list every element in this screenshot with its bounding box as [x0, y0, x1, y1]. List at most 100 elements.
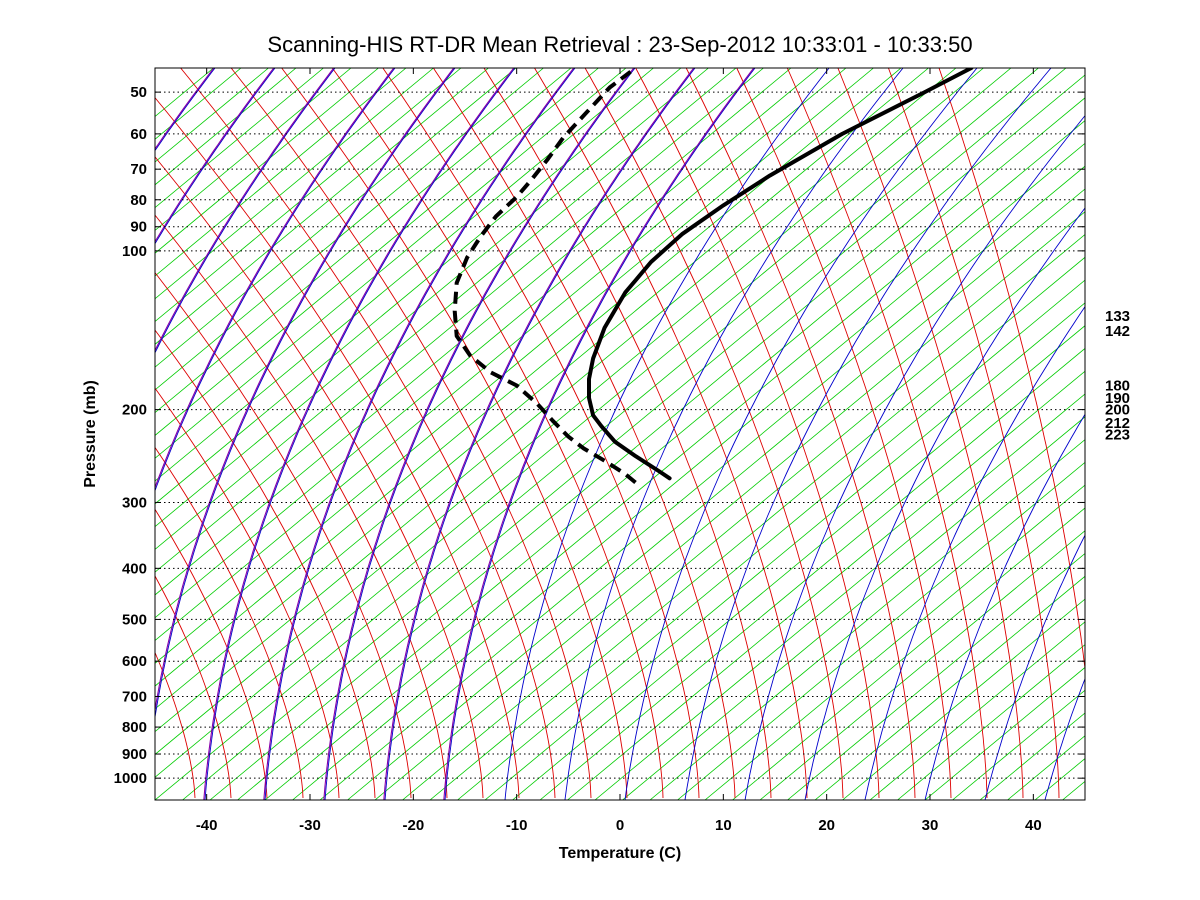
- profile-series: [452, 68, 974, 485]
- adiabat-overlay-line: [323, 68, 635, 800]
- isotherm-line: [155, 68, 847, 642]
- isotherm-lines: [155, 68, 1200, 800]
- y-tick-label: 800: [122, 719, 147, 736]
- isotherm-line: [787, 552, 1085, 800]
- isotherm-line: [155, 68, 324, 209]
- y-tick-label: 50: [130, 84, 147, 101]
- moist-adiabat-line: [584, 68, 844, 799]
- moist-adiabat-line: [331, 68, 664, 799]
- x-tick-label: -20: [402, 817, 424, 834]
- isotherm-line: [869, 621, 1085, 800]
- isotherm-line: [319, 165, 1085, 800]
- moist-adiabat-line: [483, 68, 772, 799]
- dry-adiabat-line: [0, 48, 51, 816]
- adiabat-overlay-line: [383, 68, 695, 800]
- dry-adiabat-line: [155, 68, 336, 354]
- isotherm-line: [182, 68, 1067, 800]
- moist-adiabat-line: [155, 446, 304, 799]
- isotherm-line: [842, 598, 1085, 800]
- isotherm-line: [732, 507, 1085, 800]
- moist-adiabat-lines: [155, 68, 1085, 799]
- isotherm-line: [155, 68, 984, 755]
- moist-adiabat-line: [155, 508, 268, 799]
- isotherm-line: [484, 302, 1085, 800]
- isotherm-line: [649, 439, 1085, 800]
- dry-adiabat-line: [384, 68, 696, 800]
- adiabat-overlay-lines: [155, 68, 755, 800]
- isotherm-line: [155, 68, 434, 300]
- isotherm-line: [155, 68, 599, 436]
- y-tick-label: 1000: [114, 770, 147, 787]
- moist-adiabat-line: [155, 329, 376, 799]
- isotherm-line: [155, 68, 957, 733]
- dry-adiabat-line: [564, 68, 904, 800]
- adiabat-overlay-line: [443, 68, 755, 800]
- x-tick-label: 0: [616, 817, 624, 834]
- dry-adiabat-line: [864, 305, 1085, 800]
- moist-adiabat-line: [155, 97, 520, 799]
- moist-adiabat-line: [685, 68, 916, 799]
- dry-adiabat-line: [204, 68, 516, 800]
- moist-adiabat-line: [533, 68, 808, 799]
- moist-adiabat-line: [736, 68, 952, 799]
- solid-profile-line: [587, 68, 974, 481]
- dry-adiabat-line: [155, 68, 456, 720]
- moist-adiabat-line: [155, 651, 196, 799]
- dry-adiabat-line: [155, 68, 396, 492]
- adiabat-overlay-line: [203, 68, 515, 800]
- isotherm-line: [677, 461, 1085, 800]
- isotherm-line: [594, 393, 1085, 800]
- x-tick-label: 20: [818, 817, 835, 834]
- y-tick-label: 300: [122, 494, 147, 511]
- moist-adiabat-line: [155, 156, 484, 799]
- isotherm-line: [155, 68, 1039, 800]
- moist-adiabat-line: [155, 271, 412, 799]
- dry-adiabat-line: [744, 115, 1085, 800]
- isotherm-line: [237, 97, 1085, 800]
- isotherm-line: [155, 68, 682, 505]
- x-tick-label: -40: [196, 817, 218, 834]
- adiabat-overlay-line: [155, 68, 395, 489]
- isotherm-line: [155, 68, 709, 528]
- y-axis-title: Pressure (mb): [82, 380, 99, 488]
- isotherm-line: [155, 68, 627, 459]
- x-tick-label: -30: [299, 817, 321, 834]
- moist-adiabat-line: [155, 575, 232, 799]
- isotherm-line: [292, 142, 1085, 800]
- x-tick-label: 30: [922, 817, 939, 834]
- isotherm-line: [374, 211, 1085, 800]
- isotherm-line: [1145, 68, 1200, 800]
- isotherm-line: [155, 68, 1012, 778]
- isotherm-line: [155, 68, 379, 254]
- moist-adiabat-line: [635, 68, 880, 799]
- y-tick-label: 80: [130, 192, 147, 209]
- moist-adiabat-line: [837, 68, 1024, 799]
- moist-adiabat-line: [382, 68, 700, 799]
- isotherm-line: [155, 68, 462, 323]
- isotherm-line: [155, 68, 352, 231]
- x-tick-label: 10: [715, 817, 732, 834]
- x-axis-ticks: -40 -30 -20 -10 0 10 20 30 40: [196, 68, 1042, 834]
- isotherm-line: [155, 68, 654, 482]
- dry-adiabat-line: [264, 68, 576, 800]
- adiabat-overlay-line: [155, 68, 335, 352]
- dry-adiabat-line: [1044, 677, 1085, 800]
- dry-adiabat-line: [1160, 48, 1200, 816]
- dry-adiabat-line: [324, 68, 636, 800]
- isotherm-line: [924, 666, 1085, 800]
- isotherm-line: [209, 74, 1085, 800]
- side-label: 190: [1105, 390, 1130, 407]
- isotherm-line: [155, 68, 737, 550]
- dry-adiabat-line: [984, 534, 1085, 800]
- moist-adiabat-line: [786, 68, 988, 799]
- isotherm-line: [155, 68, 929, 710]
- isotherm-line: [429, 256, 1085, 800]
- dashed-profile-line: [452, 68, 637, 485]
- y-tick-label: 500: [122, 611, 147, 628]
- isotherm-line: [155, 68, 572, 414]
- y-tick-label: 400: [122, 560, 147, 577]
- isotherm-line: [897, 644, 1085, 800]
- side-label: 212: [1105, 415, 1130, 432]
- y-tick-label: 90: [130, 219, 147, 236]
